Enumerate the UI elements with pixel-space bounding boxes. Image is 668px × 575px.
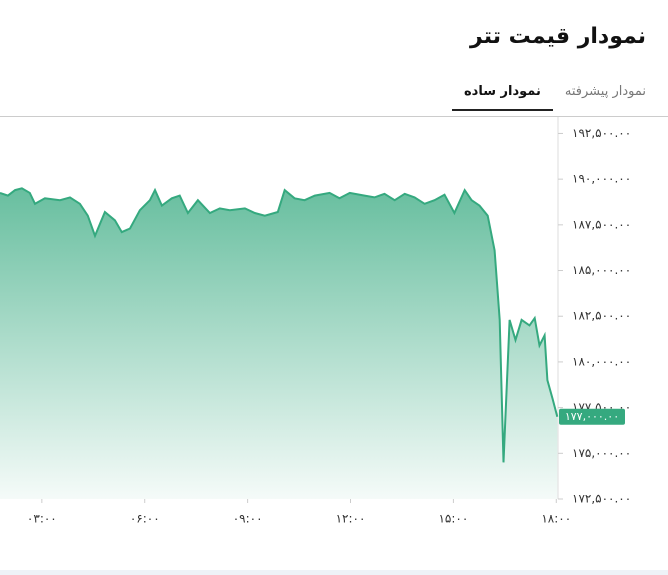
x-tick-label: ۱۸:۰۰ [541,512,571,526]
tab[interactable]: نمودار پیشرفته [564,84,646,99]
x-tick-label: ۰۹:۰۰ [233,512,263,526]
price-line [0,187,559,463]
x-tick-label: ۱۲:۰۰ [336,512,366,526]
y-tick-label: ۱۹۲,۵۰۰.۰۰ [572,126,631,140]
y-tick-label: ۱۹۰,۰۰۰.۰۰ [572,172,631,186]
title: نمودار قیمت تتر [470,24,646,49]
tab[interactable]: نمودار ساده [452,84,553,111]
y-tick-label: ۱۸۵,۰۰۰.۰۰ [572,263,631,277]
price-badge-label: ۱۷۷,۰۰۰.۰۰ [565,410,619,423]
y-tick-label: ۱۸۰,۰۰۰.۰۰ [572,354,631,368]
x-tick-label: ۱۵:۰۰ [438,512,468,526]
y-tick-label: ۱۸۲,۵۰۰.۰۰ [572,309,631,323]
y-tick-label: ۱۷۲,۵۰۰.۰۰ [572,492,631,506]
y-tick-label: ۱۷۵,۰۰۰.۰۰ [572,446,631,460]
x-tick-label: ۰۶:۰۰ [130,512,160,526]
x-tick-label: ۰۳:۰۰ [27,512,57,526]
price-badge [559,408,625,425]
y-tick-label: ۱۸۷,۵۰۰.۰۰ [572,217,631,231]
footer-strip [0,570,668,575]
divider [0,116,668,117]
area-fill [0,188,558,500]
tabs: نمودار ساده نمودار پیشرفته [452,84,658,111]
